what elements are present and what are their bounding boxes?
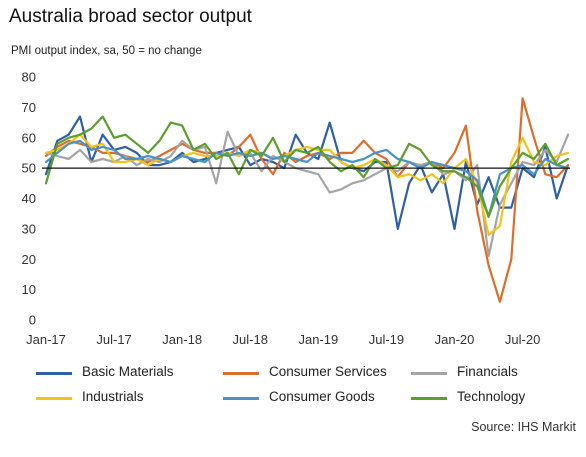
y-tick-label: 10 — [22, 282, 36, 297]
x-tick-label: Jan-20 — [435, 332, 475, 347]
y-tick-label: 70 — [22, 100, 36, 115]
y-tick-label: 50 — [22, 161, 36, 176]
series-line-technology — [44, 115, 570, 218]
y-tick-label: 80 — [22, 70, 36, 85]
legend-swatch — [223, 372, 259, 375]
y-tick-label: 20 — [22, 252, 36, 267]
x-tick-label: Jul-19 — [369, 332, 404, 347]
y-axis: 0 10 20 30 40 50 60 70 80 — [22, 70, 36, 328]
y-tick-label: 0 — [29, 313, 36, 328]
x-tick-label: Jul-17 — [96, 332, 131, 347]
series-line-consumer-goods — [44, 139, 570, 218]
legend-label: Technology — [457, 389, 526, 404]
legend-swatch — [36, 372, 72, 375]
legend-swatch — [223, 397, 259, 400]
series-line-consumer-services — [44, 97, 570, 303]
source-note: Source: IHS Markit — [471, 420, 576, 434]
legend-label: Industrials — [82, 389, 144, 404]
legend-swatch — [411, 397, 447, 400]
y-tick-label: 60 — [22, 130, 36, 145]
legend-label: Basic Materials — [82, 364, 174, 379]
series-line-industrials — [44, 133, 570, 236]
series-line-financials — [44, 130, 570, 258]
legend-swatch — [411, 372, 447, 375]
legend-label: Financials — [457, 364, 518, 379]
x-tick-label: Jul-20 — [505, 332, 540, 347]
x-axis: Jan-17 Jul-17 Jan-18 Jul-18 Jan-19 Jul-19 Jan-… — [26, 332, 540, 347]
chart-subtitle: PMI output index, sa, 50 = no change — [11, 45, 202, 57]
legend-label: Consumer Services — [269, 364, 387, 379]
series-lines — [44, 97, 570, 303]
legend-label: Consumer Goods — [269, 389, 375, 404]
x-tick-label: Jan-17 — [26, 332, 66, 347]
x-tick-label: Jul-18 — [233, 332, 268, 347]
x-tick-label: Jan-18 — [162, 332, 202, 347]
chart-title: Australia broad sector output — [9, 6, 252, 27]
y-tick-label: 30 — [22, 221, 36, 236]
x-tick-label: Jan-19 — [298, 332, 338, 347]
y-tick-label: 40 — [22, 191, 36, 206]
legend-swatch — [36, 397, 72, 400]
